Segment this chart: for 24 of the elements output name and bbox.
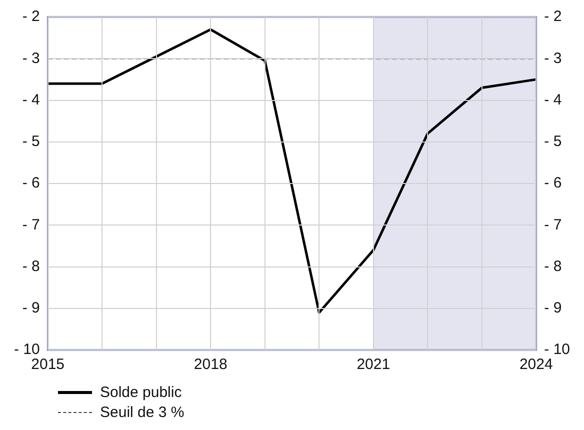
y-tick-label: - 5 <box>22 133 40 150</box>
y2-tick-label: - 3 <box>544 50 562 67</box>
y2-tick-label: - 4 <box>544 91 562 108</box>
legend-label: Seuil de 3 % <box>100 404 184 420</box>
y-tick-label: - 2 <box>22 8 40 26</box>
y-tick-label: - 3 <box>22 50 40 67</box>
y2-tick-label: - 2 <box>544 8 562 26</box>
y-tick-label: - 10 <box>14 341 40 358</box>
y-tick-label: - 6 <box>22 174 40 192</box>
y2-tick-label: - 7 <box>544 216 562 234</box>
y2-tick-label: - 10 <box>544 341 570 358</box>
x-tick-label: 2024 <box>519 356 553 374</box>
y-tick-label: - 7 <box>22 216 40 234</box>
legend-label: Solde public <box>100 384 182 400</box>
y2-tick-label: - 8 <box>544 258 562 275</box>
y2-tick-label: - 5 <box>544 133 562 150</box>
y-tick-label: - 8 <box>22 258 40 275</box>
y-tick-label: - 9 <box>22 300 40 317</box>
y2-tick-label: - 6 <box>544 174 562 192</box>
x-tick-label: 2018 <box>194 356 228 374</box>
y2-tick-label: - 9 <box>544 300 562 317</box>
x-tick-label: 2015 <box>31 356 65 374</box>
y-tick-label: - 4 <box>22 91 40 108</box>
x-tick-label: 2021 <box>356 356 390 374</box>
